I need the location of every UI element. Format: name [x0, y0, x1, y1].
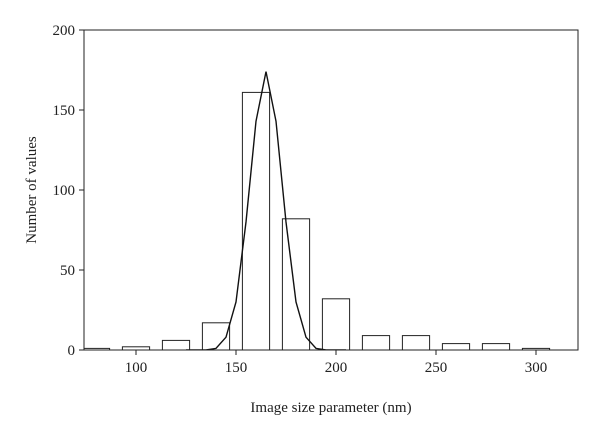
- x-tick-label: 300: [525, 360, 548, 376]
- bar: [401, 335, 431, 350]
- bar: [441, 343, 471, 350]
- bar: [201, 322, 231, 350]
- bar: [161, 339, 191, 350]
- y-tick-label: 50: [60, 263, 75, 279]
- y-tick-label: 100: [53, 183, 76, 199]
- y-tick-label: 200: [53, 23, 76, 39]
- x-tick-label: 250: [425, 360, 448, 376]
- x-tick-label: 150: [225, 360, 248, 376]
- x-axis-label: Image size parameter (nm): [250, 400, 411, 416]
- x-tick-label: 200: [325, 360, 348, 376]
- plot-area: [84, 71, 551, 350]
- y-axis-label: Number of values: [24, 136, 40, 244]
- bar: [361, 335, 391, 350]
- y-tick-label: 150: [53, 103, 76, 119]
- bar: [241, 91, 271, 350]
- bar: [321, 298, 351, 350]
- y-tick-label: 0: [68, 343, 76, 359]
- fit-curve: [186, 71, 346, 350]
- bar: [281, 218, 311, 350]
- bar: [481, 343, 511, 350]
- x-tick-label: 100: [125, 360, 148, 376]
